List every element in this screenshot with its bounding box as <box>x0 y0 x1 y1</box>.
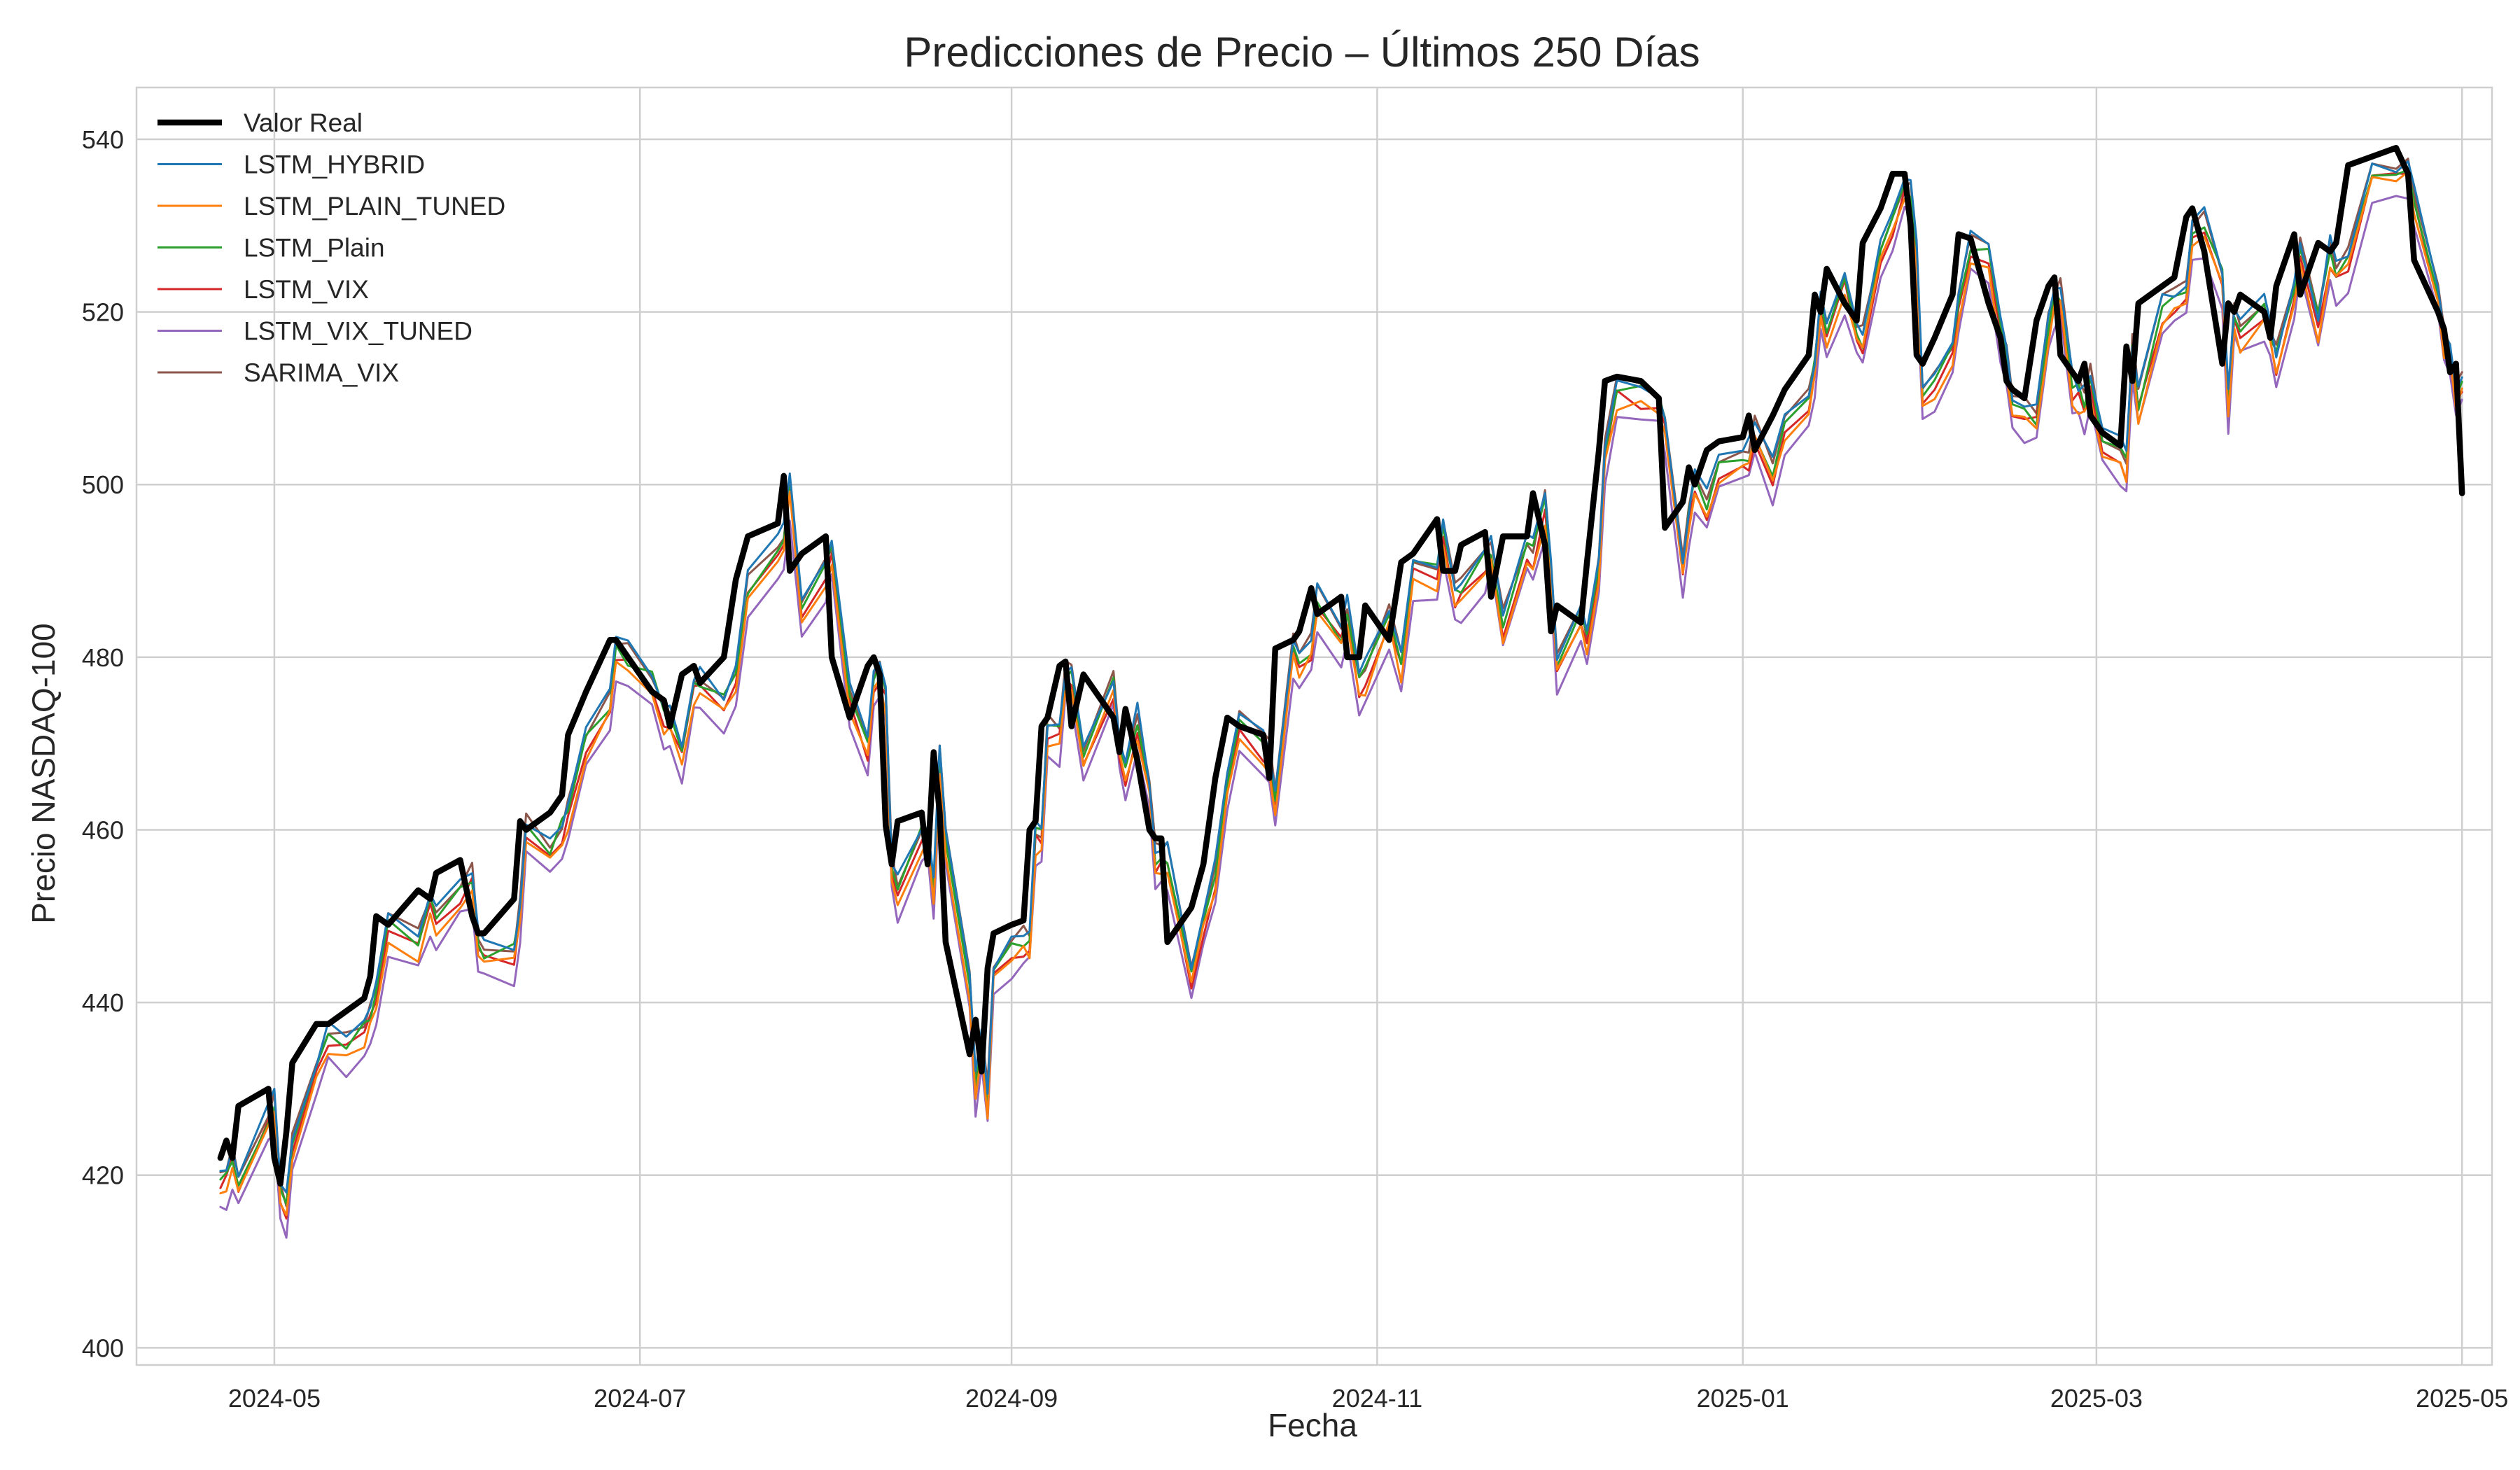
legend-label-valor-real: Valor Real <box>244 108 363 137</box>
x-tick-label: 2025-01 <box>1697 1384 1789 1413</box>
y-axis-label: Precio NASDAQ-100 <box>25 623 62 924</box>
x-tick-label: 2024-05 <box>228 1384 321 1413</box>
legend-label-sarima-vix: SARIMA_VIX <box>244 358 399 387</box>
y-tick-label: 540 <box>82 125 124 154</box>
chart-title: Predicciones de Precio – Últimos 250 Día… <box>904 29 1700 76</box>
y-tick-label: 400 <box>82 1334 124 1362</box>
series-line-lstm-hybrid <box>219 160 2463 1194</box>
y-tick-label: 440 <box>82 988 124 1017</box>
y-tick-label: 520 <box>82 298 124 327</box>
tick-layer: 2024-05 2024-07 2024-09 2024-11 2025-01 2025-… <box>82 125 2508 1413</box>
y-tick-label: 460 <box>82 816 124 844</box>
series-line-valor-real <box>217 145 2465 1187</box>
series-layer <box>217 145 2465 1239</box>
x-axis-label: Fecha <box>1268 1407 1357 1443</box>
x-tick-label: 2024-09 <box>965 1384 1058 1413</box>
legend-label-lstm-vix-tuned: LSTM_VIX_TUNED <box>244 317 472 346</box>
x-tick-label: 2024-11 <box>1332 1384 1422 1413</box>
legend-label-lstm-plain-tuned: LSTM_PLAIN_TUNED <box>244 192 505 220</box>
y-tick-label: 500 <box>82 470 124 499</box>
legend-label-lstm-vix: LSTM_VIX <box>244 275 369 304</box>
x-tick-label: 2025-03 <box>2050 1384 2143 1413</box>
x-tick-label: 2024-07 <box>594 1384 686 1413</box>
plot-frame <box>135 86 2493 1366</box>
y-tick-label: 420 <box>82 1161 124 1190</box>
legend-label-lstm-plain: LSTM_Plain <box>244 234 385 262</box>
legend-label-lstm-hybrid: LSTM_HYBRID <box>244 150 425 179</box>
x-tick-label: 2025-05 <box>2416 1384 2508 1413</box>
legend: Valor Real LSTM_HYBRID LSTM_PLAIN_TUNED LST… <box>158 108 505 387</box>
y-tick-label: 480 <box>82 643 124 672</box>
